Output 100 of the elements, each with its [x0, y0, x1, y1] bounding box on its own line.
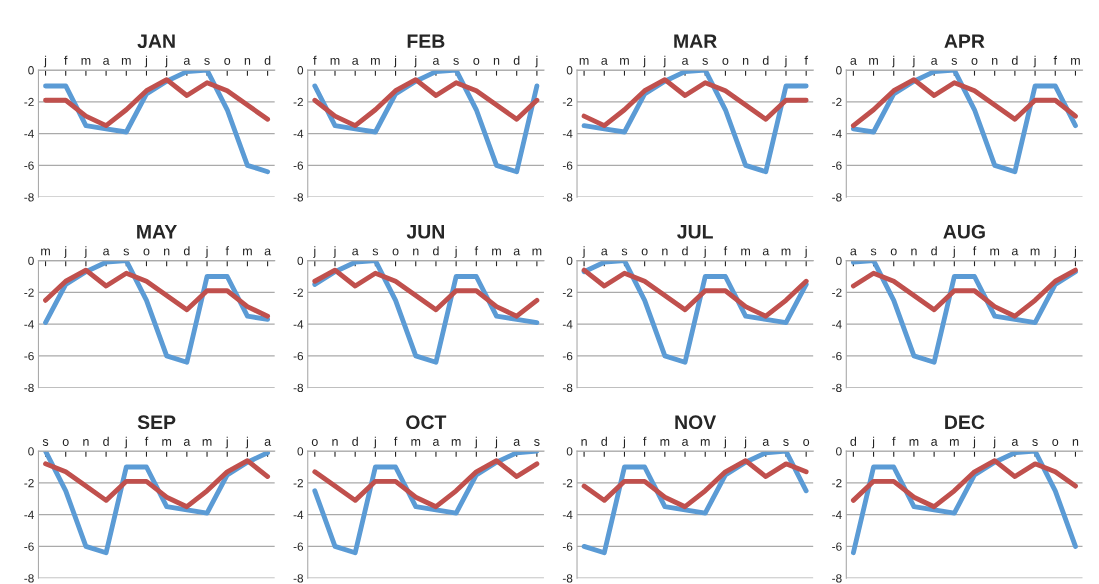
- y-tick-label: -2: [832, 478, 842, 488]
- x-tick-label: f: [225, 246, 229, 256]
- x-tick-label: a: [931, 439, 938, 446]
- y-tick-label: 0: [836, 256, 842, 265]
- x-tick-label: m: [990, 248, 1000, 256]
- x-tick-label: j: [313, 246, 316, 258]
- y-tick-label: -6: [293, 542, 304, 551]
- x-tick-label: m: [81, 57, 91, 65]
- x-tick-label: a: [682, 439, 689, 446]
- x-tick-label: m: [660, 439, 670, 446]
- x-tick-label: n: [911, 248, 917, 256]
- x-tick-label: d: [183, 246, 190, 256]
- y-tick-label: -8: [24, 193, 34, 202]
- x-tick-label: f: [144, 436, 149, 446]
- x-tick-label: a: [762, 248, 770, 256]
- x-tick-label: d: [103, 436, 109, 446]
- x-tick-label: j: [784, 55, 787, 68]
- x-tick-label: m: [700, 439, 710, 446]
- x-tick-label: m: [202, 439, 212, 446]
- x-tick-label: j: [535, 55, 538, 68]
- y-tick-label: -6: [293, 351, 304, 361]
- x-tick-label: j: [454, 246, 457, 258]
- y-tick-label: 0: [297, 447, 304, 456]
- line-series: [581, 70, 809, 175]
- y-tick-label: -8: [293, 193, 304, 202]
- x-tick-label: o: [1052, 439, 1059, 446]
- x-tick-label: m: [741, 248, 750, 256]
- x-tick-label: o: [971, 57, 978, 65]
- x-tick-label: j: [743, 436, 747, 449]
- x-tick-label: s: [42, 439, 49, 446]
- x-tick-label: j: [64, 246, 67, 258]
- y-tick-label: -6: [293, 161, 304, 170]
- x-tick-label: o: [722, 57, 729, 65]
- x-tick-label: a: [433, 57, 440, 65]
- x-tick-label: d: [513, 55, 520, 65]
- x-tick-label: s: [123, 248, 129, 256]
- x-tick-label: j: [124, 436, 127, 449]
- line-series: [850, 77, 1078, 129]
- y-tick-label: -4: [24, 320, 34, 329]
- x-tick-label: f: [474, 246, 479, 256]
- y-tick-label: -4: [293, 129, 304, 138]
- line-series: [43, 77, 271, 129]
- y-tick-label: -8: [832, 193, 842, 202]
- x-tick-label: f: [804, 55, 808, 65]
- y-tick-label: -2: [562, 97, 573, 107]
- y-tick-label: 0: [836, 66, 842, 75]
- x-tick-label: o: [311, 439, 318, 446]
- line-series: [43, 267, 271, 319]
- x-tick-label: m: [330, 57, 340, 65]
- x-tick-label: m: [162, 439, 172, 446]
- y-tick-label: -8: [832, 383, 842, 393]
- x-tick-label: j: [804, 246, 807, 258]
- x-tick-label: j: [333, 246, 336, 258]
- y-tick-label: -4: [562, 129, 573, 138]
- x-tick-label: d: [850, 436, 857, 446]
- x-tick-label: d: [1011, 55, 1018, 65]
- x-tick-label: j: [993, 436, 996, 449]
- y-tick-label: -8: [24, 574, 34, 583]
- x-tick-label: a: [352, 248, 359, 256]
- line-series: [850, 458, 1078, 510]
- x-tick-label: a: [103, 57, 110, 65]
- y-tick-label: -2: [293, 288, 303, 297]
- x-tick-label: j: [43, 55, 47, 68]
- x-tick-label: f: [313, 55, 317, 65]
- x-tick-label: m: [492, 248, 501, 256]
- x-tick-label: n: [992, 57, 998, 65]
- y-tick-label: -6: [832, 542, 842, 551]
- x-tick-label: j: [373, 436, 376, 449]
- y-tick-label: -2: [24, 478, 34, 488]
- x-tick-label: d: [762, 55, 769, 65]
- x-tick-label: a: [183, 57, 191, 65]
- y-tick-label: -4: [832, 129, 842, 138]
- x-tick-label: a: [601, 57, 608, 65]
- x-tick-label: m: [909, 439, 919, 446]
- x-tick-label: j: [205, 246, 208, 258]
- y-tick-label: 0: [566, 447, 573, 456]
- chart-title: FEB: [407, 34, 445, 48]
- y-tick-label: -8: [562, 383, 573, 393]
- x-tick-label: o: [224, 57, 231, 65]
- x-tick-label: f: [643, 436, 647, 446]
- chart-title: DEC: [945, 415, 985, 430]
- y-tick-label: 0: [28, 66, 34, 75]
- chart-title: NOV: [675, 415, 717, 430]
- x-tick-label: j: [494, 436, 498, 449]
- x-tick-label: m: [121, 57, 131, 65]
- y-tick-label: -4: [832, 320, 842, 329]
- chart-title: MAY: [137, 225, 177, 239]
- x-tick-label: s: [951, 58, 957, 65]
- x-tick-label: j: [871, 436, 875, 449]
- y-tick-label: -6: [562, 161, 573, 170]
- y-tick-label: -2: [832, 97, 842, 107]
- y-tick-label: -6: [24, 351, 34, 361]
- y-tick-label: -2: [24, 97, 34, 107]
- line-series: [312, 458, 540, 510]
- x-tick-label: o: [62, 439, 69, 446]
- x-tick-label: m: [579, 57, 589, 65]
- x-tick-label: m: [451, 439, 461, 446]
- y-tick-label: -4: [562, 510, 573, 519]
- chart-title: JUL: [677, 225, 713, 239]
- x-tick-label: n: [164, 248, 170, 256]
